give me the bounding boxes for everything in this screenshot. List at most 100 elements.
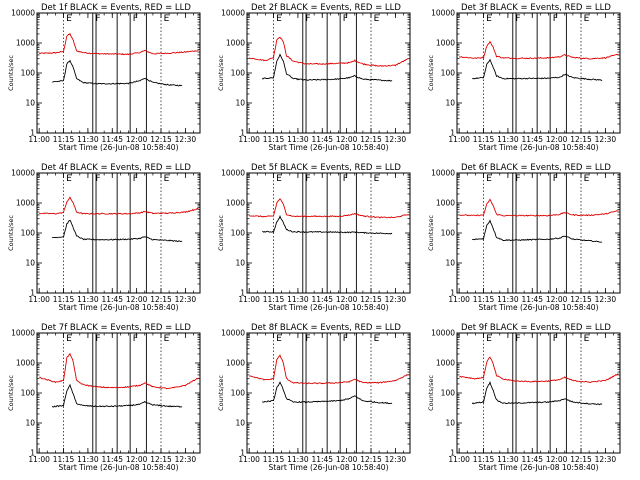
flag-label: E	[164, 334, 170, 344]
flag-label: F	[515, 174, 520, 184]
series-line-lld	[38, 32, 199, 56]
flag-label: F	[515, 334, 520, 344]
flag-label: E	[486, 14, 492, 24]
y-axis-label: Counts/sec	[427, 215, 435, 251]
y-tick-label: 10000	[11, 169, 35, 178]
chart-panel: Det 7f BLACK = Events, RED = LLD 1 10 100 10…	[7, 323, 201, 472]
chart-panel: Det 1f BLACK = Events, RED = LLD 1 10 100 10…	[7, 3, 201, 152]
y-tick-label: 1000	[226, 39, 245, 48]
series-line-lld	[459, 40, 619, 60]
flag-label: E	[374, 174, 380, 184]
y-tick-label: 10	[445, 419, 455, 428]
x-tick-label: 11:00	[238, 135, 260, 144]
x-tick-label: 11:15	[263, 295, 285, 304]
flag-label: F	[133, 334, 138, 344]
series-line-events	[262, 215, 393, 235]
flag-label: F	[95, 14, 100, 24]
panel-title: Det 4f BLACK = Events, RED = LLD	[41, 163, 191, 173]
x-tick-label: 12:00	[546, 135, 568, 144]
series-line-events	[472, 58, 603, 82]
flag-label: E	[486, 174, 492, 184]
flag-label: E	[374, 14, 380, 24]
series-line-lld	[39, 352, 199, 390]
y-tick-label: 10000	[11, 9, 35, 18]
plot-frame	[246, 332, 411, 454]
x-tick-label: 11:00	[448, 135, 470, 144]
y-axis-label: Counts/sec	[427, 375, 435, 411]
chart-panel: Det 6f BLACK = Events, RED = LLD 1 10 100 10…	[427, 163, 621, 312]
x-tick-label: 11:45	[101, 455, 123, 464]
series-line-events	[52, 219, 183, 243]
y-axis-label: Counts/sec	[217, 55, 225, 91]
y-tick-label: 1000	[16, 199, 35, 208]
x-tick-label: 11:45	[521, 135, 543, 144]
series-line-events	[51, 383, 183, 408]
x-tick-label: 11:45	[311, 455, 333, 464]
x-tick-label: 11:00	[238, 455, 260, 464]
y-axis-label: Counts/sec	[7, 215, 15, 251]
y-tick-label: 10	[235, 419, 245, 428]
plot-frame	[456, 332, 621, 454]
series-line-events	[471, 380, 603, 406]
x-tick-label: 11:30	[497, 455, 519, 464]
flag-label: E	[276, 174, 282, 184]
y-tick-label: 100	[441, 229, 456, 238]
flag-label: E	[66, 334, 72, 344]
flag-label: F	[343, 334, 348, 344]
y-tick-label: 1	[240, 449, 245, 458]
y-tick-label: 1000	[436, 39, 455, 48]
panel-title: Det 7f BLACK = Events, RED = LLD	[41, 323, 191, 333]
flag-label: E	[66, 14, 72, 24]
x-tick-label: 11:30	[77, 135, 99, 144]
x-tick-label: 11:45	[311, 135, 333, 144]
panel-title: Det 3f BLACK = Events, RED = LLD	[461, 3, 611, 13]
panel-title: Det 8f BLACK = Events, RED = LLD	[251, 323, 401, 333]
x-axis-label: Start Time (26-Jun-08 10:58:40)	[59, 303, 179, 312]
x-tick-label: 11:30	[287, 295, 309, 304]
x-tick-label: 12:30	[385, 295, 407, 304]
plot-frame	[36, 172, 201, 294]
y-tick-label: 10000	[431, 9, 455, 18]
x-tick-label: 11:45	[101, 295, 123, 304]
x-tick-label: 12:15	[360, 455, 382, 464]
y-tick-label: 100	[441, 389, 456, 398]
y-tick-label: 1	[30, 129, 35, 138]
y-tick-label: 1000	[226, 199, 245, 208]
y-tick-label: 10	[25, 419, 35, 428]
x-tick-label: 12:00	[336, 135, 358, 144]
series-line-lld	[249, 198, 409, 219]
y-axis-label: Counts/sec	[217, 215, 225, 251]
series-line-lld	[248, 36, 409, 67]
flag-label: F	[95, 174, 100, 184]
flag-label: F	[95, 334, 100, 344]
x-tick-label: 12:00	[126, 455, 148, 464]
x-axis-label: Start Time (26-Jun-08 10:58:40)	[479, 463, 599, 472]
flag-label: F	[343, 174, 348, 184]
x-tick-label: 12:00	[126, 135, 148, 144]
y-tick-label: 10	[25, 259, 35, 268]
x-tick-label: 12:15	[570, 455, 592, 464]
x-tick-label: 11:30	[287, 455, 309, 464]
plot-frame	[456, 12, 621, 134]
y-tick-label: 100	[21, 229, 36, 238]
y-tick-label: 10000	[221, 9, 245, 18]
x-tick-label: 11:00	[448, 455, 470, 464]
panel-title: Det 1f BLACK = Events, RED = LLD	[41, 3, 191, 13]
y-tick-label: 100	[441, 69, 456, 78]
x-axis-label: Start Time (26-Jun-08 10:58:40)	[269, 143, 389, 152]
flag-label: F	[305, 174, 310, 184]
panel-title: Det 6f BLACK = Events, RED = LLD	[461, 163, 611, 173]
y-tick-label: 1000	[16, 359, 35, 368]
panel-title: Det 9f BLACK = Events, RED = LLD	[461, 323, 611, 333]
y-tick-label: 1	[30, 289, 35, 298]
x-tick-label: 12:00	[546, 295, 568, 304]
flag-label: F	[553, 334, 558, 344]
y-tick-label: 100	[231, 229, 246, 238]
series-line-events	[261, 53, 393, 82]
x-axis-label: Start Time (26-Jun-08 10:58:40)	[269, 463, 389, 472]
y-tick-label: 100	[21, 69, 36, 78]
x-tick-label: 11:00	[448, 295, 470, 304]
y-tick-label: 1	[240, 129, 245, 138]
chart-panel: Det 9f BLACK = Events, RED = LLD 1 10 100 10…	[427, 323, 621, 472]
